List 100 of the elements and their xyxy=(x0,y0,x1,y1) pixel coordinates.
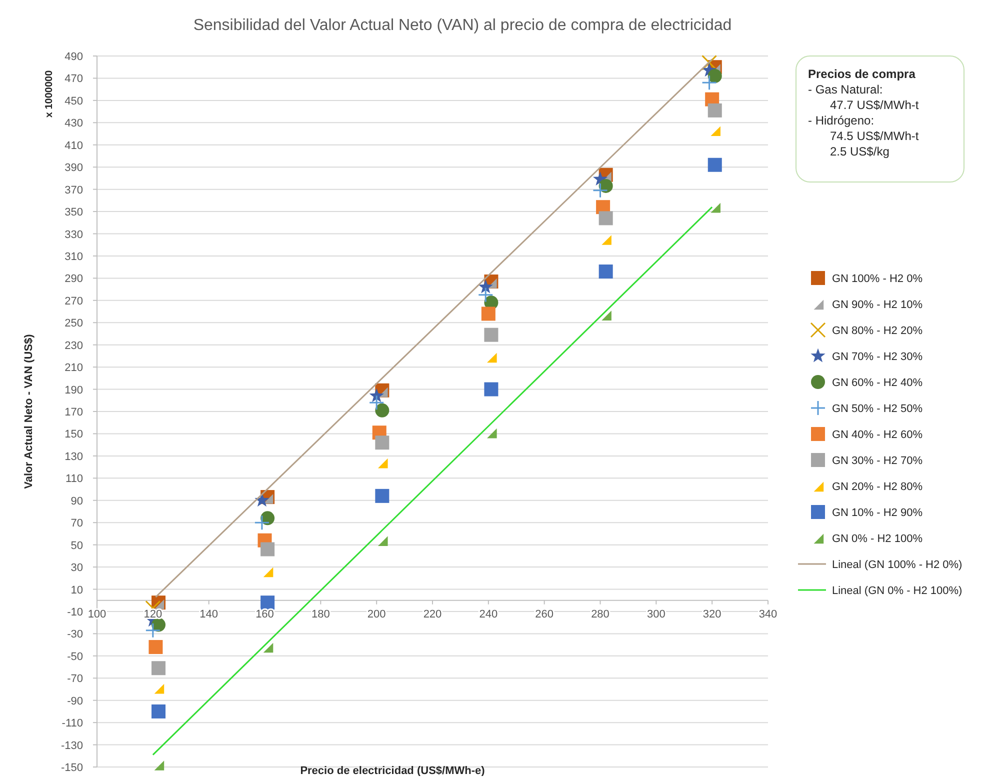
y-tick-label: 70 xyxy=(70,518,83,530)
legend-label: GN 80% - H2 20% xyxy=(832,325,923,337)
text: Precios de compra xyxy=(808,67,916,81)
text: 47.7 US$/MWh-t xyxy=(830,98,920,112)
y-tick-label: 410 xyxy=(64,140,83,152)
point xyxy=(378,458,388,468)
point xyxy=(708,158,722,172)
point xyxy=(260,542,275,556)
point xyxy=(481,306,496,321)
y-tick-label: 230 xyxy=(64,340,83,352)
point xyxy=(254,514,270,530)
legend-label: Lineal (GN 100% - H2 0%) xyxy=(832,559,962,571)
point xyxy=(145,622,161,638)
point xyxy=(375,436,390,450)
y-tick-label: 470 xyxy=(64,73,83,86)
y-tick-label: 170 xyxy=(64,406,83,418)
point xyxy=(378,536,388,546)
legend-label: Lineal (GN 0% - H2 100%) xyxy=(832,585,962,597)
legend-label: GN 0% - H2 100% xyxy=(832,533,923,545)
y-tick-label: 270 xyxy=(64,295,83,308)
y-tick-label: 290 xyxy=(64,273,83,286)
point xyxy=(602,235,612,245)
x-tick-label: 220 xyxy=(423,608,442,620)
y-tick-label: 370 xyxy=(64,184,83,196)
point xyxy=(598,264,613,279)
y-tick-label: 430 xyxy=(64,118,83,130)
point xyxy=(478,287,494,303)
y-tick-label: 110 xyxy=(65,473,83,486)
x-tick-label: 280 xyxy=(591,608,610,620)
y-tick-label: 50 xyxy=(70,540,83,552)
point xyxy=(592,182,608,198)
text: x 1000000 xyxy=(44,70,55,118)
y-tick-label: 250 xyxy=(64,318,83,330)
legend-label: GN 60% - H2 40% xyxy=(832,377,923,389)
y-tick-label: -150 xyxy=(60,762,83,774)
y-tick-label: -50 xyxy=(67,650,83,663)
y-tick-label: 450 xyxy=(64,95,83,108)
point xyxy=(710,202,720,213)
point xyxy=(602,310,612,320)
legend-label: GN 40% - H2 60% xyxy=(832,429,923,441)
x-tick-label: 180 xyxy=(311,608,330,620)
point xyxy=(368,394,384,410)
point xyxy=(148,640,163,654)
point xyxy=(263,567,274,578)
point xyxy=(484,382,498,396)
point xyxy=(254,492,270,507)
x-tick-label: 160 xyxy=(256,608,274,620)
x-tick-label: 260 xyxy=(535,608,554,620)
point xyxy=(484,328,498,342)
legend-label: GN 90% - H2 10% xyxy=(832,299,923,311)
x-tick-label: 340 xyxy=(758,608,778,620)
point xyxy=(263,642,274,653)
point xyxy=(152,704,166,718)
point xyxy=(154,760,164,770)
legend-label: GN 30% - H2 70% xyxy=(832,455,923,467)
text: 74.5 US$/MWh-t xyxy=(830,129,920,143)
y-tick-label: 330 xyxy=(64,228,83,241)
point xyxy=(702,74,718,90)
point xyxy=(487,428,497,438)
text: 2.5 US$/kg xyxy=(830,144,890,158)
y-tick-label: -130 xyxy=(60,740,83,752)
y-tick-label: 390 xyxy=(64,162,83,174)
y-tick-label: 150 xyxy=(64,428,83,441)
y-tick-label: -70 xyxy=(67,673,83,686)
y-tick-label: -10 xyxy=(67,606,83,618)
x-tick-label: 200 xyxy=(367,608,386,620)
x-axis-title: Precio de electricidad (US$/MWh-e) xyxy=(300,765,486,777)
y-tick-label: 10 xyxy=(70,584,83,596)
y-tick-label: -110 xyxy=(62,718,83,730)
chart-title: Sensibilidad del Valor Actual Neto (VAN) al precio de compra de electricidad xyxy=(193,17,732,34)
legend-label: GN 100% - H2 0% xyxy=(832,273,923,285)
point xyxy=(598,211,613,226)
text: - Hidrógeno: xyxy=(808,114,874,128)
point xyxy=(487,352,497,363)
point xyxy=(375,403,390,418)
point xyxy=(478,279,493,294)
y-tick-label: 90 xyxy=(70,495,83,508)
y-axis-title: Valor Actual Neto - VAN (US$) xyxy=(23,334,35,489)
x-tick-label: 100 xyxy=(88,608,106,620)
point xyxy=(710,126,720,136)
text: - Gas Natural: xyxy=(808,82,883,96)
y-tick-label: 190 xyxy=(64,384,83,396)
x-tick-label: 140 xyxy=(200,608,218,620)
y-tick-label: -30 xyxy=(67,628,83,641)
x-tick-label: 240 xyxy=(479,608,498,620)
point xyxy=(708,68,722,83)
y-tick-label: 210 xyxy=(64,362,83,374)
point xyxy=(152,661,166,676)
legend-label: GN 10% - H2 90% xyxy=(832,507,923,519)
y-tick-label: 30 xyxy=(70,562,83,574)
y-tick-label: 310 xyxy=(64,250,83,263)
y-tick-label: 490 xyxy=(64,51,83,63)
point xyxy=(260,596,275,610)
x-tick-label: 300 xyxy=(646,608,666,620)
y-tick-label: 130 xyxy=(64,450,83,463)
point xyxy=(369,388,384,402)
legend-label: GN 50% - H2 50% xyxy=(832,403,923,415)
point xyxy=(375,488,390,503)
legend-label: GN 70% - H2 30% xyxy=(832,351,923,363)
legend-label: GN 20% - H2 80% xyxy=(832,481,923,493)
